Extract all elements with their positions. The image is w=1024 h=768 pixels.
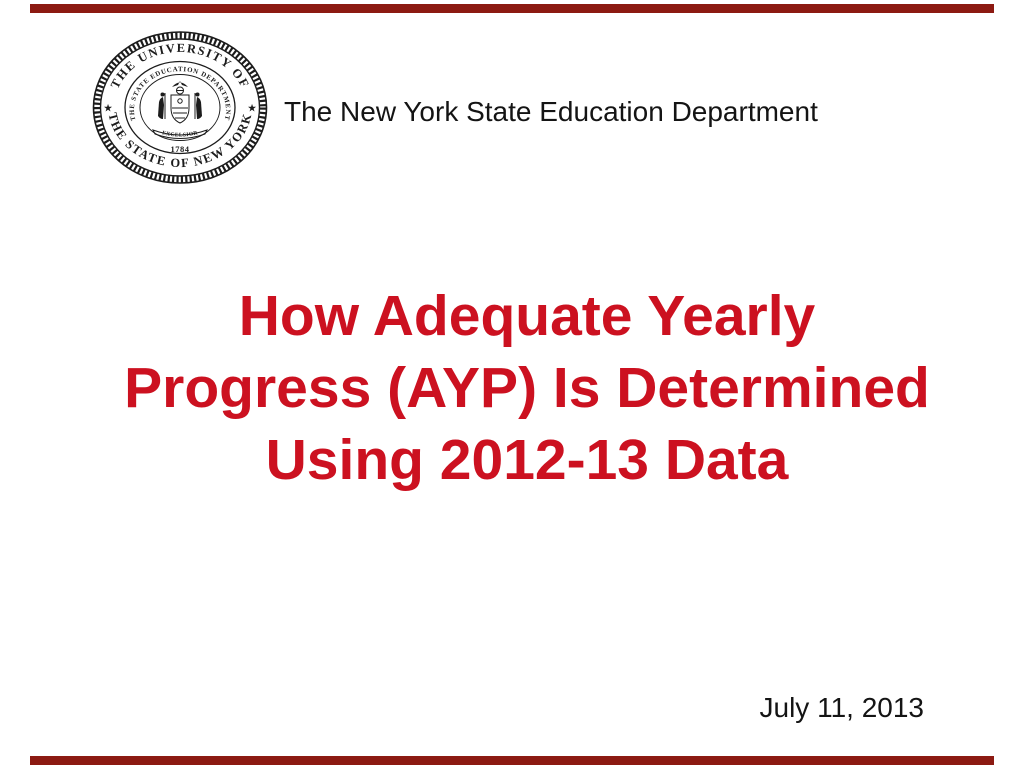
- slide-date: July 11, 2013: [759, 692, 925, 723]
- slide-title: How Adequate Yearly Progress (AYP) Is De…: [30, 280, 1024, 496]
- seal-coat-of-arms: [151, 81, 209, 139]
- seal-banner-text: EXCELSIOR: [161, 130, 198, 138]
- top-accent-bar: [30, 4, 994, 13]
- seal-year-text: 1784: [171, 144, 190, 154]
- nys-education-department-seal-icon: THE UNIVERSITY OF THE STATE OF NEW YORK …: [92, 31, 268, 184]
- slide-title-line-1: How Adequate Yearly: [238, 284, 816, 348]
- svg-text:EXCELSIOR: EXCELSIOR: [161, 130, 199, 138]
- slide-title-line-2: Progress (AYP) Is Determined: [124, 356, 930, 420]
- department-name: The New York State Education Department: [284, 96, 818, 127]
- seal-star-left-icon: ★: [104, 103, 113, 113]
- bottom-accent-bar: [30, 756, 994, 765]
- slide-title-line-3: Using 2012-13 Data: [265, 428, 789, 492]
- seal-star-right-icon: ★: [248, 103, 257, 113]
